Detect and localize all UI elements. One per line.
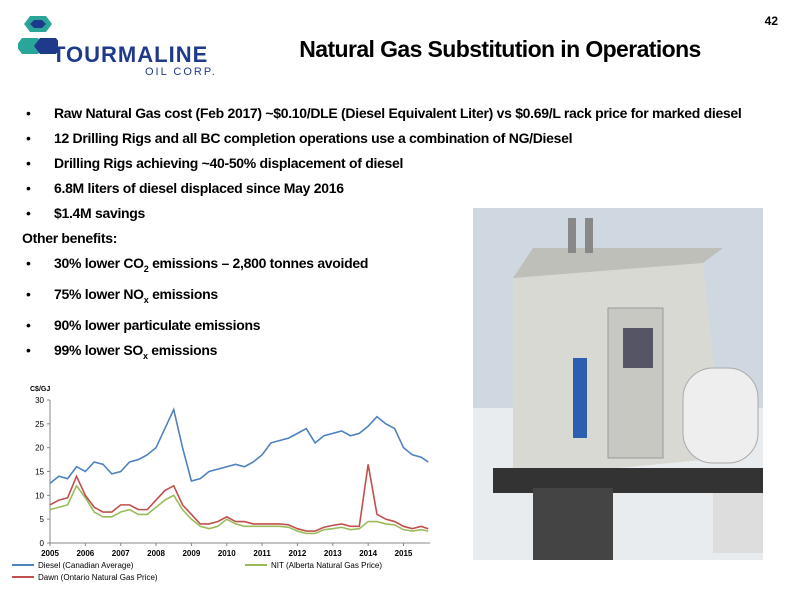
title: Natural Gas Substitution in Operations [299,36,701,62]
text: emissions – 2,800 tonnes avoided [148,255,369,271]
bullet: Drilling Rigs achieving ~40-50% displace… [22,154,762,172]
subscript: 2 [143,263,149,274]
text: 75% lower NO [54,285,144,302]
y-tick-label: 10 [35,491,44,500]
y-axis-label: C$/GJ [30,386,50,393]
bullet: 6.8M liters of diesel displaced since Ma… [22,179,762,197]
bullet: 90% lower particulate emissions [22,316,762,334]
x-tick-label: 2011 [253,549,271,558]
text: emissions [147,341,218,358]
x-tick-label: 2009 [182,549,200,558]
text: 90% lower particulate emissions [54,316,261,333]
y-tick-label: 5 [40,515,45,524]
page-number: 42 [764,14,778,28]
x-tick-label: 2006 [76,549,94,558]
legend-label: Dawn (Ontario Natural Gas Price) [38,573,158,582]
legend-label: NIT (Alberta Natural Gas Price) [271,561,382,570]
bullet: Raw Natural Gas cost (Feb 2017) ~$0.10/D… [22,104,762,122]
bullet: 12 Drilling Rigs and all BC completion o… [22,129,762,147]
text: 99% lower SO [54,341,143,358]
x-tick-label: 2014 [359,549,377,558]
logo-icon [18,16,58,54]
line-series [49,407,429,485]
chart: C$/GJ 0 5 10 15 20 25 30 2005 2006 2007 2008 2009 20… [12,386,430,582]
bullet: 75% lower NOx emissions [22,285,762,309]
bullet: 99% lower SOx emissions [22,341,762,365]
y-tick-label: 15 [35,468,44,477]
text: emissions [148,285,218,302]
body-text: Raw Natural Gas cost (Feb 2017) ~$0.10/D… [22,104,762,371]
bullet: $1.4M savings [22,204,762,222]
x-tick-label: 2005 [41,549,59,558]
text: 30% lower CO [54,255,144,271]
photo [473,208,763,560]
logo-name: TOURMALINE [52,42,209,67]
line-series [49,484,429,535]
x-tick-label: 2015 [395,549,413,558]
subscript: x [143,350,148,361]
bullet: 30% lower CO2 emissions – 2,800 tonnes a… [22,254,762,278]
subscript: x [143,294,149,305]
y-tick-label: 30 [35,396,44,405]
legend-label: Diesel (Canadian Average) [38,561,134,570]
x-tick-label: 2007 [112,549,130,558]
line-series [49,464,429,532]
x-tick-label: 2013 [324,549,342,558]
y-tick-label: 20 [35,444,44,453]
y-tick-label: 25 [35,420,44,429]
x-tick-label: 2010 [218,549,236,558]
y-tick-label: 0 [40,539,45,548]
logo-sub: OIL CORP. [145,66,217,78]
x-tick-label: 2008 [147,549,165,558]
x-tick-label: 2012 [289,549,307,558]
section-heading: Other benefits: [22,230,118,246]
